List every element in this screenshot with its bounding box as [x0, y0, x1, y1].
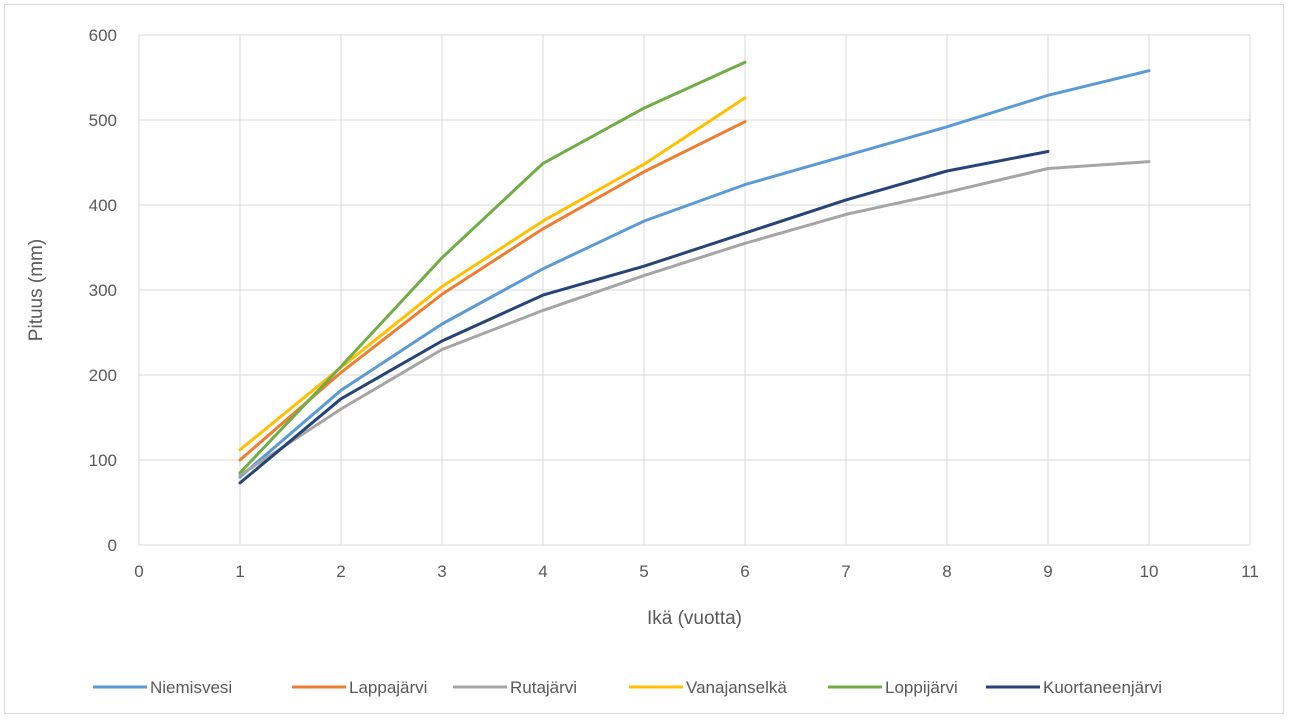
x-tick-label: 11 — [1241, 562, 1259, 581]
x-axis-title: Ikä (vuotta) — [647, 608, 742, 629]
x-tick-label: 7 — [841, 562, 850, 581]
x-tick-label: 4 — [538, 562, 547, 581]
series-line-lappajärvi — [238, 120, 747, 462]
y-tick-label: 600 — [89, 26, 117, 45]
legend-label: Kuortaneenjärvi — [1043, 678, 1162, 697]
series-line-vanajanselkä — [238, 96, 747, 452]
y-tick-label: 200 — [89, 366, 117, 385]
legend-entry: Niemisvesi — [93, 678, 232, 697]
series-line-kuortaneenjärvi — [238, 150, 1050, 485]
gridlines — [138, 34, 1251, 546]
x-tick-label: 3 — [437, 562, 446, 581]
legend-label: Niemisvesi — [150, 678, 232, 697]
y-tick-label: 400 — [89, 196, 117, 215]
x-tick-label: 0 — [134, 562, 143, 581]
x-tick-label: 10 — [1140, 562, 1159, 581]
legend-label: Lappajärvi — [349, 678, 427, 697]
y-tick-label: 0 — [108, 536, 117, 555]
x-tick-label: 8 — [942, 562, 951, 581]
series-line-niemisvesi — [238, 69, 1151, 479]
legend-entry: Vanajanselkä — [629, 678, 787, 697]
legend-entry: Kuortaneenjärvi — [986, 678, 1162, 697]
y-tick-label: 100 — [89, 451, 117, 470]
legend-label: Vanajanselkä — [686, 678, 787, 697]
legend-entry: Rutajärvi — [453, 678, 577, 697]
x-axis-tick-labels: 0 1 2 3 4 5 6 7 8 9 10 11 — [134, 562, 1259, 581]
x-tick-label: 1 — [235, 562, 244, 581]
y-axis-title: Pituus (mm) — [26, 239, 47, 341]
legend-label: Rutajärvi — [510, 678, 577, 697]
y-axis-tick-labels: 0 100 200 300 400 500 600 — [89, 26, 117, 555]
y-tick-label: 500 — [89, 111, 117, 130]
x-tick-label: 9 — [1043, 562, 1052, 581]
legend: Niemisvesi Lappajärvi Rutajärvi Vanajanselk… — [93, 678, 1162, 697]
series-line-rutajärvi — [238, 160, 1151, 477]
series-lines — [238, 60, 1151, 485]
series-line-loppijärvi — [238, 60, 747, 475]
legend-label: Loppijärvi — [885, 678, 958, 697]
y-tick-label: 300 — [89, 281, 117, 300]
legend-entry: Loppijärvi — [828, 678, 958, 697]
legend-entry: Lappajärvi — [292, 678, 427, 697]
x-tick-label: 2 — [336, 562, 345, 581]
x-tick-label: 6 — [740, 562, 749, 581]
x-tick-label: 5 — [639, 562, 648, 581]
